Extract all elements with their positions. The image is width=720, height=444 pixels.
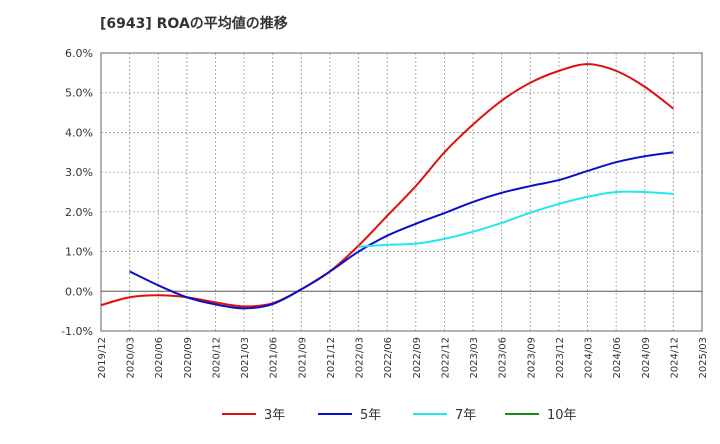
x-tick-label: 2024/09 [641, 337, 652, 379]
x-tick-label: 2024/03 [584, 337, 595, 379]
x-tick-label: 2022/09 [412, 337, 423, 379]
x-tick-label: 2024/12 [669, 337, 680, 379]
x-tick-label: 2020/12 [211, 337, 222, 379]
y-tick-label: 0.0% [65, 285, 93, 298]
y-tick-label: 5.0% [65, 87, 93, 100]
legend-label: 5年 [360, 408, 381, 423]
series-line-7年 [358, 190, 674, 248]
x-tick-label: 2022/06 [383, 337, 394, 379]
y-tick-label: 3.0% [65, 166, 93, 179]
x-tick-label: 2023/12 [555, 337, 566, 379]
y-axis-ticks: -1.0% 0.0% 1.0% 2.0% 3.0% 4.0% 5.0% 6.0% [61, 47, 93, 338]
y-tick-label: 1.0% [65, 246, 93, 259]
legend-label: 10年 [547, 408, 577, 423]
grid [101, 52, 702, 332]
x-tick-label: 2021/06 [269, 337, 280, 379]
x-tick-label: 2023/06 [498, 337, 509, 379]
x-axis-ticks: 2019/12 2020/03 2020/06 2020/09 2020/12 2021/… [97, 337, 709, 379]
legend-label: 7年 [455, 408, 476, 423]
x-tick-label: 2021/03 [240, 337, 251, 379]
x-tick-label: 2020/06 [154, 337, 165, 379]
chart-title: [6943] ROAの平均値の推移 [100, 15, 288, 32]
legend: 3年 5年 7年 10年 [222, 408, 577, 423]
x-tick-label: 2022/12 [440, 337, 451, 379]
plot-frame [100, 52, 703, 332]
y-tick-label: 6.0% [65, 47, 93, 60]
x-tick-label: 2023/09 [526, 337, 537, 379]
x-tick-label: 2024/06 [612, 337, 623, 379]
x-tick-label: 2025/03 [698, 337, 709, 379]
x-tick-label: 2021/12 [326, 337, 337, 379]
series-line-5年 [129, 151, 674, 310]
x-tick-label: 2020/09 [183, 337, 194, 379]
x-tick-label: 2020/03 [126, 337, 137, 379]
y-tick-label: -1.0% [61, 325, 93, 338]
y-tick-label: 2.0% [65, 206, 93, 219]
series-line-3年 [100, 63, 674, 308]
legend-label: 3年 [264, 408, 285, 423]
x-tick-label: 2019/12 [97, 337, 108, 379]
series-lines [100, 63, 674, 310]
y-tick-label: 4.0% [65, 126, 93, 139]
x-tick-label: 2022/03 [355, 337, 366, 379]
x-tick-label: 2023/03 [469, 337, 480, 379]
x-tick-label: 2021/09 [297, 337, 308, 379]
